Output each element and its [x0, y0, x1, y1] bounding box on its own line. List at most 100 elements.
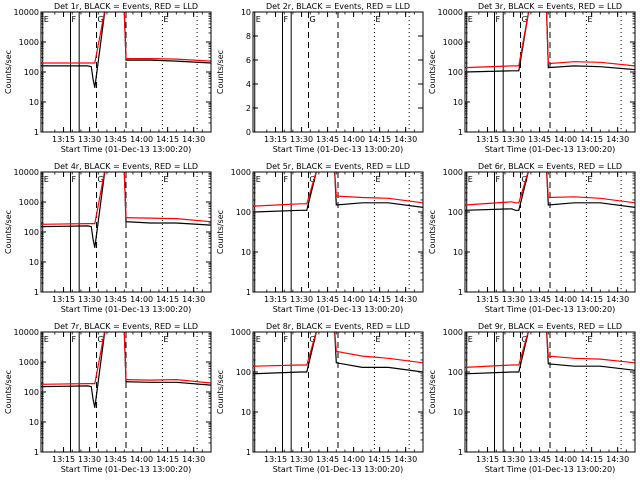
x-tick-label: 14:15 [368, 455, 391, 464]
plot-frame [464, 331, 636, 453]
marker-label: G [310, 335, 316, 344]
x-tick-label: 13:30 [290, 455, 313, 464]
marker-label: E [375, 335, 380, 344]
events-series-line [465, 12, 635, 73]
y-tick-label: 100 [236, 208, 251, 217]
marker-label: E [163, 335, 168, 344]
x-tick-label: 13:15 [264, 295, 287, 304]
lld-series-line [465, 332, 635, 368]
x-tick-label: 13:15 [264, 135, 287, 144]
x-axis-label: Start Time (01-Dec-13 13:00:20) [485, 145, 616, 154]
y-tick-label: 1000 [231, 328, 251, 337]
y-tick-label: 1000 [443, 328, 463, 337]
events-series-line [41, 12, 211, 88]
y-tick-label: 10 [241, 8, 251, 17]
x-tick-label: 13:45 [316, 135, 339, 144]
x-axis-label: Start Time (01-Dec-13 13:00:20) [61, 465, 192, 474]
detector-panel: Det 4r, BLACK = Events, RED = LLD Counts/… [4, 162, 212, 314]
detector-panel: Det 3r, BLACK = Events, RED = LLD Counts/… [428, 2, 636, 154]
marker-label: E [256, 175, 261, 184]
series-group [253, 332, 423, 375]
x-tick-label: 14:30 [606, 135, 629, 144]
series-group [253, 172, 423, 213]
events-series-line [465, 172, 635, 211]
x-tick-label: 14:30 [606, 295, 629, 304]
events-series-line [253, 172, 423, 213]
x-tick-label: 13:45 [528, 295, 551, 304]
lld-series-line [253, 332, 423, 367]
x-axis-label: Start Time (01-Dec-13 13:00:20) [61, 305, 192, 314]
x-tick-label: 14:00 [342, 135, 365, 144]
y-tick-label: 100 [236, 368, 251, 377]
series-group [465, 172, 635, 211]
y-tick-label: 1 [458, 288, 463, 297]
y-tick-label: 10 [453, 98, 463, 107]
marker-label: E [163, 175, 168, 184]
x-tick-label: 14:30 [394, 295, 417, 304]
x-axis-label: Start Time (01-Dec-13 13:00:20) [273, 145, 404, 154]
y-axis-label: Counts/sec [216, 370, 225, 414]
marker-label: E [587, 335, 592, 344]
plot-frame [252, 11, 424, 133]
y-tick-label: 100 [448, 208, 463, 217]
x-tick-label: 13:30 [78, 295, 101, 304]
x-tick-label: 13:30 [502, 135, 525, 144]
x-tick-label: 14:30 [182, 135, 205, 144]
plot-frame [252, 331, 424, 453]
x-tick-label: 13:30 [290, 295, 313, 304]
x-tick-label: 14:00 [554, 135, 577, 144]
marker-label: E [256, 335, 261, 344]
marker-label: F [283, 15, 288, 24]
y-tick-label: 2 [246, 104, 251, 113]
y-tick-label: 0 [246, 128, 251, 137]
y-axis-label: Counts/sec [216, 50, 225, 94]
plot-frame [252, 171, 424, 293]
plot-frame [40, 171, 212, 293]
y-tick-label: 1 [458, 128, 463, 137]
x-tick-label: 14:30 [606, 455, 629, 464]
x-tick-label: 14:00 [130, 135, 153, 144]
y-tick-label: 100 [448, 368, 463, 377]
x-tick-label: 13:30 [502, 455, 525, 464]
x-tick-label: 14:00 [554, 455, 577, 464]
x-axis-label: Start Time (01-Dec-13 13:00:20) [485, 465, 616, 474]
y-tick-label: 10 [241, 248, 251, 257]
x-tick-label: 13:15 [52, 455, 75, 464]
y-tick-label: 10 [29, 418, 39, 427]
marker-label: G [522, 335, 528, 344]
marker-label: E [468, 175, 473, 184]
y-tick-label: 10000 [14, 328, 39, 337]
marker-label: F [71, 15, 76, 24]
x-tick-label: 13:45 [316, 295, 339, 304]
marker-label: F [495, 15, 500, 24]
marker-label: F [495, 335, 500, 344]
y-tick-label: 10000 [438, 8, 463, 17]
y-tick-label: 10000 [14, 168, 39, 177]
plot-frame [464, 11, 636, 133]
x-tick-label: 13:15 [52, 135, 75, 144]
y-tick-label: 10000 [14, 8, 39, 17]
y-tick-label: 4 [246, 80, 251, 89]
y-tick-label: 100 [448, 68, 463, 77]
x-tick-label: 13:15 [476, 295, 499, 304]
x-tick-label: 14:15 [368, 135, 391, 144]
x-tick-label: 13:30 [78, 135, 101, 144]
lld-series-line [41, 12, 211, 64]
panel-title: Det 1r, BLACK = Events, RED = LLD [54, 2, 198, 11]
panel-title: Det 6r, BLACK = Events, RED = LLD [478, 162, 622, 171]
panel-title: Det 7r, BLACK = Events, RED = LLD [54, 322, 198, 331]
y-tick-label: 6 [246, 56, 251, 65]
x-tick-label: 14:00 [130, 455, 153, 464]
y-tick-label: 100 [24, 228, 39, 237]
marker-label: E [468, 15, 473, 24]
marker-label: E [44, 335, 49, 344]
marker-label: F [283, 175, 288, 184]
panel-title: Det 4r, BLACK = Events, RED = LLD [54, 162, 198, 171]
marker-label: E [375, 175, 380, 184]
y-tick-label: 1 [246, 448, 251, 457]
x-tick-label: 14:00 [342, 455, 365, 464]
y-axis-label: Counts/sec [428, 210, 437, 254]
marker-label: F [71, 175, 76, 184]
y-axis-label: Counts/sec [428, 50, 437, 94]
